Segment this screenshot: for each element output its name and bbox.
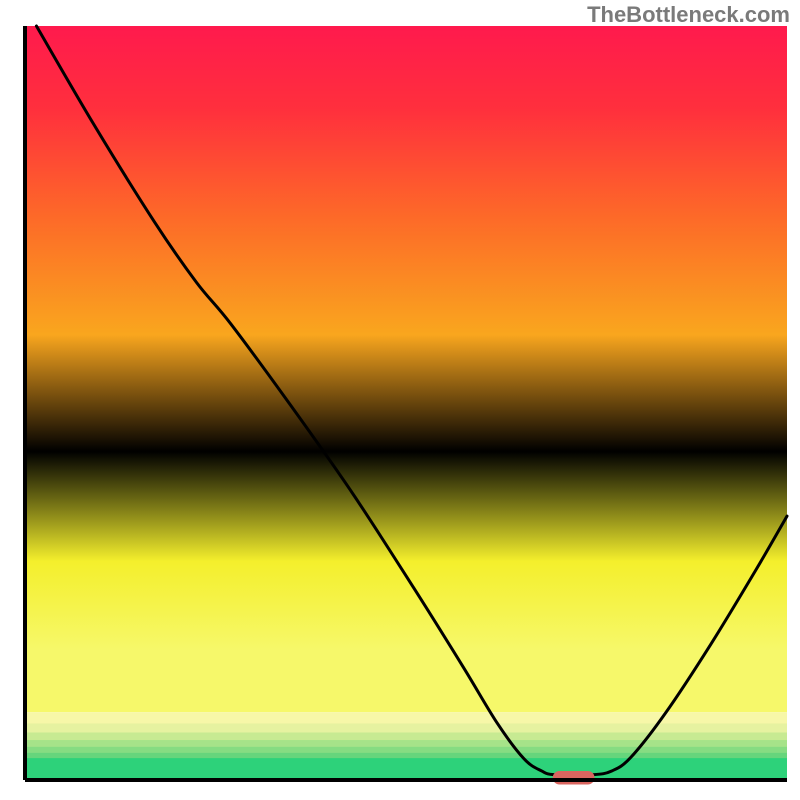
bottleneck-chart <box>0 0 800 800</box>
background-band <box>25 712 787 724</box>
background-band <box>25 758 787 781</box>
background-band <box>25 740 787 748</box>
background-band <box>25 747 787 754</box>
background-band <box>25 723 787 733</box>
background-band <box>25 732 787 741</box>
chart-container: TheBottleneck.com <box>0 0 800 800</box>
optimal-marker <box>553 771 595 785</box>
background-gradient <box>25 26 787 712</box>
